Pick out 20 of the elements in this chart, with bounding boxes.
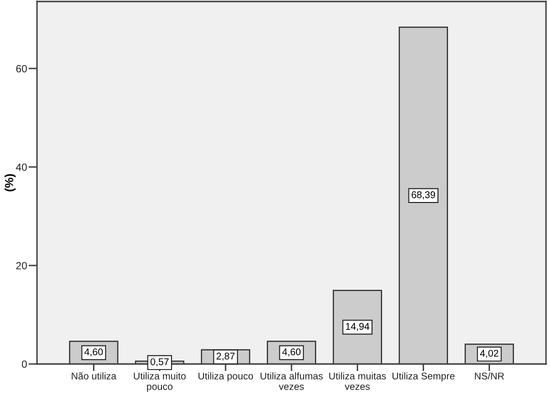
x-tick-label: Utiliza muitas vezes — [329, 372, 386, 390]
data-label: 4,60 — [84, 348, 103, 356]
data-label: 2,87 — [216, 352, 235, 361]
y-tick-label: 0 — [22, 360, 27, 368]
data-label: 0,57 — [150, 358, 169, 366]
y-tick-label: 60 — [16, 64, 27, 72]
x-tick-label: Utiliza pouco — [198, 372, 253, 382]
data-label: 4,02 — [480, 350, 498, 358]
x-tick-label: Utiliza Sempre — [392, 372, 455, 382]
data-label: 14,94 — [346, 322, 370, 331]
x-tick-label: Não utiliza — [72, 372, 116, 380]
bar — [398, 26, 448, 364]
data-label: 4,60 — [282, 348, 301, 356]
x-tick-label: Utiliza alfumas vezes — [260, 372, 323, 390]
y-tick-label: 20 — [16, 262, 27, 270]
y-tick-label: 40 — [16, 163, 27, 171]
y-axis-title: (%) — [4, 174, 16, 192]
x-tick-label: Utiliza muito pouco — [134, 372, 186, 392]
x-tick-label: NS/NR — [474, 372, 504, 380]
data-label: 68,39 — [412, 191, 436, 200]
